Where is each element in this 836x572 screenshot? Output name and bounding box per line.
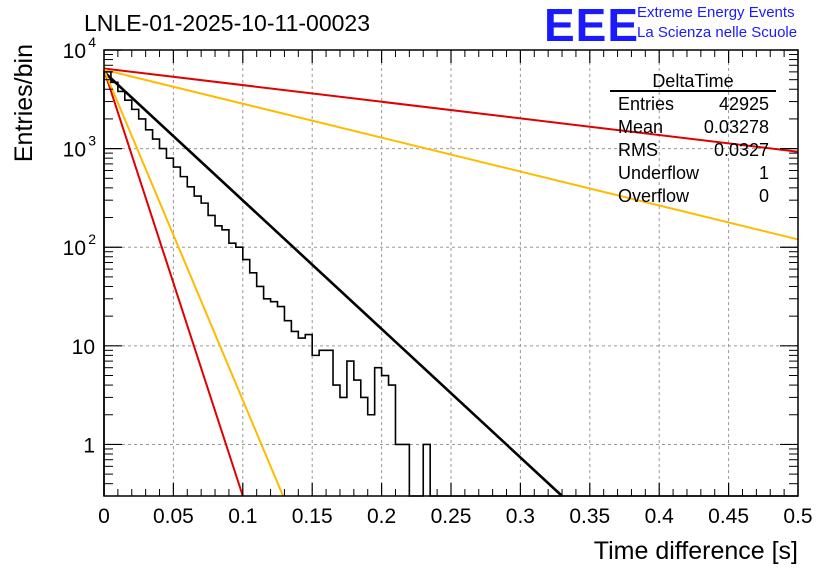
stats-label: Overflow — [618, 186, 690, 206]
x-tick-label: 0.35 — [569, 505, 610, 528]
curve-slow-orange — [103, 68, 799, 241]
y-tick-exponent: 2 — [88, 231, 96, 247]
stats-value: 0.0327 — [714, 140, 769, 160]
stats-value: 42925 — [719, 94, 769, 114]
y-tick-exponent: 4 — [88, 34, 96, 50]
x-tick-label: 0.1 — [228, 505, 257, 528]
stats-value: 0 — [759, 186, 769, 206]
stats-title: DeltaTime — [652, 71, 733, 91]
stats-value: 1 — [759, 163, 769, 183]
y-tick-label: 10 — [63, 139, 86, 162]
x-tick-label: 0.15 — [292, 505, 333, 528]
y-tick-label: 10 — [63, 237, 86, 260]
curve-steep-orange — [103, 69, 284, 497]
x-tick-label: 0.25 — [431, 505, 472, 528]
stats-label: Entries — [618, 94, 674, 114]
curve-steep-red — [103, 69, 244, 497]
x-tick-label: 0.05 — [153, 505, 194, 528]
logo-line-2: La Scienza nelle Scuole — [637, 24, 798, 41]
stats-box: DeltaTime Entries 42925 Mean 0.03278 RMS 0.03… — [610, 71, 776, 206]
x-tick-label: 0 — [98, 505, 110, 528]
axis-ticks: 0 0.05 0.1 0.15 0.2 0.25 0.3 0.35 0.4 0.45 0.51101… — [63, 34, 813, 528]
x-tick-label: 0.5 — [783, 505, 812, 528]
x-tick-label: 0.3 — [506, 505, 535, 528]
stats-value: 0.03278 — [704, 117, 769, 137]
chart-title: LNLE-01-2025-10-11-00023 — [84, 10, 370, 36]
y-tick-label: 1 — [83, 434, 95, 457]
x-tick-label: 0.45 — [708, 505, 749, 528]
y-axis-label: Entries/bin — [10, 44, 38, 162]
y-tick-label: 10 — [63, 40, 86, 63]
logo-line-1: Extreme Energy Events — [637, 4, 795, 21]
curve-fit — [103, 70, 563, 497]
stats-label: Mean — [618, 117, 663, 137]
curve-slow-red — [103, 67, 799, 153]
y-tick-label: 10 — [72, 336, 95, 359]
grid-lines — [104, 49, 798, 496]
eee-logo: EEE — [544, 0, 640, 51]
stats-label: RMS — [618, 140, 658, 160]
y-tick-exponent: 3 — [88, 133, 96, 149]
x-axis-label: Time difference [s] — [594, 537, 798, 565]
x-tick-label: 0.2 — [367, 505, 396, 528]
stats-label: Underflow — [618, 163, 700, 183]
curves — [103, 67, 799, 497]
x-tick-label: 0.4 — [645, 505, 675, 528]
